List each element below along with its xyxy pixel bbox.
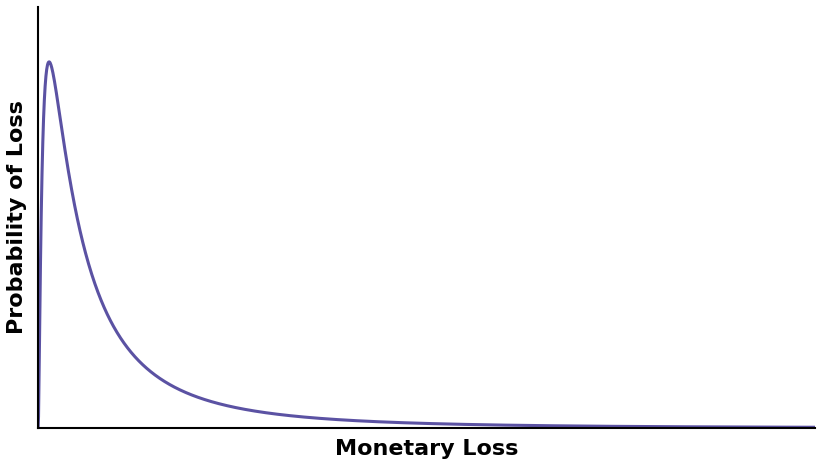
X-axis label: Monetary Loss: Monetary Loss <box>335 439 518 459</box>
Y-axis label: Probability of Loss: Probability of Loss <box>7 101 27 335</box>
